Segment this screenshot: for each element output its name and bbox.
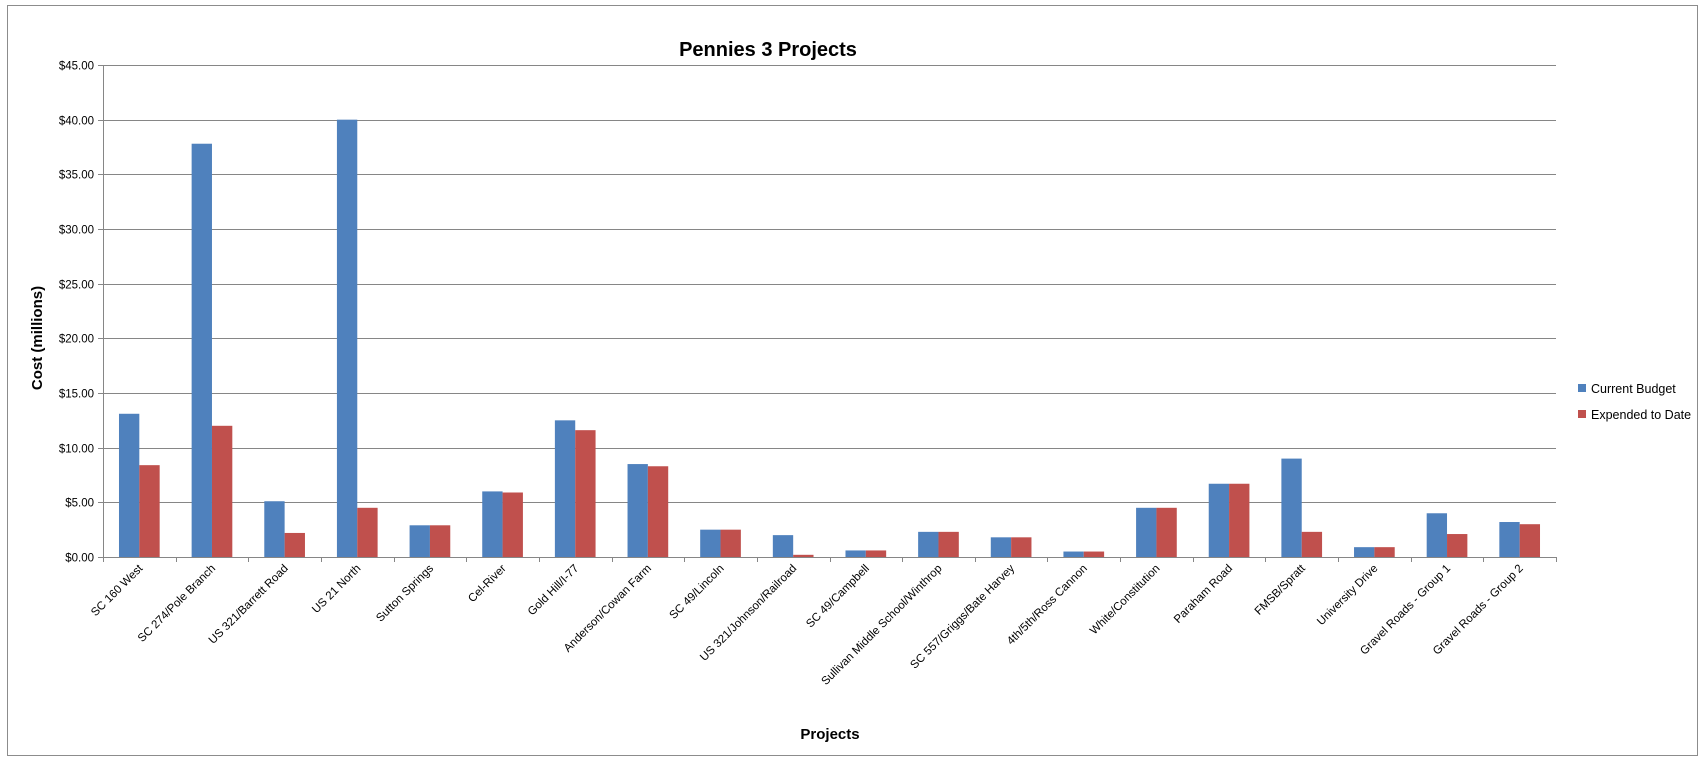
bar-expended-to-date [938, 531, 959, 557]
bar-current-budget [1136, 507, 1157, 557]
bar-current-budget [1499, 522, 1520, 557]
bar-expended-to-date [1301, 531, 1323, 557]
bar-current-budget [336, 119, 358, 558]
legend-label: Expended to Date [1591, 408, 1691, 422]
bar-current-budget [264, 501, 285, 557]
x-axis-title: Projects [800, 726, 859, 743]
bar-current-budget [990, 537, 1012, 557]
y-tick-label: $15.00 [59, 389, 94, 401]
bar-current-budget [700, 529, 721, 557]
bar-current-budget [191, 143, 212, 557]
y-tick-label: $25.00 [59, 280, 94, 292]
y-axis-ticks: $0.00 $5.00 $10.00 $15.00 $20.00 $25.00 $30.00… [59, 61, 103, 565]
bar-current-budget [845, 550, 866, 557]
legend: Current Budget Expended to Date [1578, 382, 1691, 422]
axes [103, 65, 1556, 558]
legend-swatch [1578, 384, 1586, 392]
bar-current-budget [1063, 551, 1084, 557]
bar-current-budget [482, 491, 503, 557]
bar-expended-to-date [647, 466, 669, 557]
bar-current-budget [1354, 547, 1375, 557]
bar-expended-to-date [720, 529, 741, 557]
bar-expended-to-date [357, 507, 378, 557]
bar-expended-to-date [1083, 551, 1105, 557]
bar-current-budget [1208, 483, 1230, 557]
bar-current-budget [918, 531, 939, 557]
bar-expended-to-date [793, 554, 814, 557]
bar-current-budget [409, 525, 430, 557]
legend-label: Current Budget [1591, 382, 1676, 396]
y-tick-label: $30.00 [59, 225, 94, 237]
chart-title: Pennies 3 Projects [679, 39, 857, 61]
bars [118, 119, 1541, 558]
bar-current-budget [118, 413, 140, 557]
bar-expended-to-date [139, 465, 160, 557]
bar-expended-to-date [1374, 547, 1395, 557]
bar-expended-to-date [502, 492, 523, 557]
bar-expended-to-date [1229, 483, 1250, 557]
bar-current-budget [772, 535, 794, 557]
bar-current-budget [1281, 458, 1302, 557]
bar-expended-to-date [1447, 534, 1468, 557]
bar-expended-to-date [429, 525, 451, 557]
bar-expended-to-date [1519, 524, 1541, 557]
chart-border [7, 5, 1698, 756]
bar-expended-to-date [1156, 507, 1177, 557]
bar-current-budget [1426, 513, 1448, 557]
y-tick-label: $10.00 [59, 444, 94, 456]
y-axis-title: Cost (millions) [29, 286, 46, 390]
y-tick-label: $5.00 [65, 498, 94, 510]
bar-current-budget [554, 420, 576, 557]
bar-current-budget [627, 464, 648, 557]
bar-expended-to-date [1011, 537, 1032, 557]
bar-expended-to-date [284, 532, 305, 557]
y-tick-label: $20.00 [59, 334, 94, 346]
y-tick-label: $40.00 [59, 116, 94, 128]
bar-expended-to-date [575, 430, 596, 557]
bar-expended-to-date [865, 550, 887, 557]
y-tick-label: $45.00 [59, 61, 94, 73]
bar-expended-to-date [211, 425, 233, 557]
y-tick-label: $0.00 [65, 553, 94, 565]
legend-swatch [1578, 410, 1586, 418]
y-tick-label: $35.00 [59, 170, 94, 182]
